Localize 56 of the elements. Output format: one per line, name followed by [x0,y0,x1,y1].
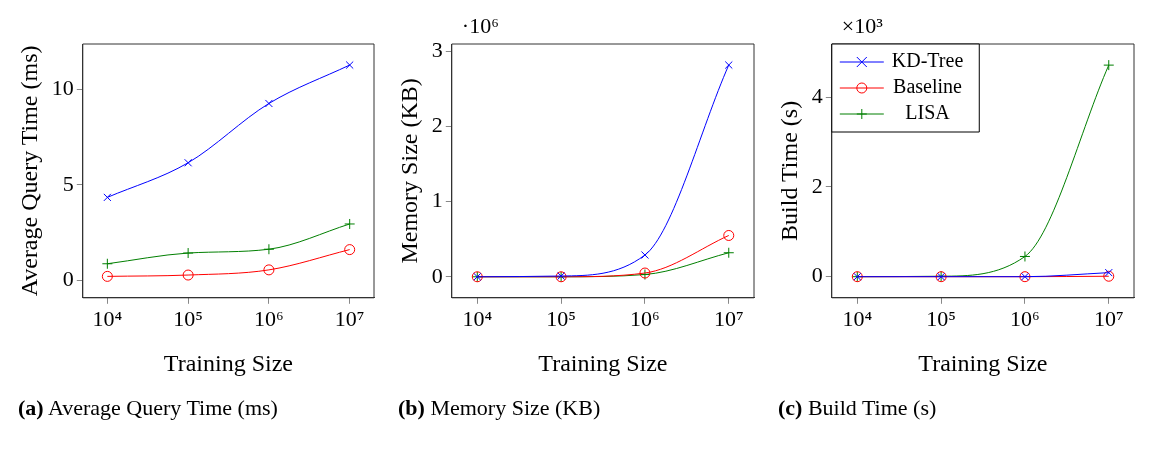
x-tick-label: 10⁷ [334,305,365,331]
y-axis-title: Build Time (s) [775,100,802,241]
x-tick-label: 10⁵ [546,305,576,331]
text: (a) Average Query Time (ms) [18,395,278,420]
point [182,269,194,281]
x-axis-title: Training Size [918,349,1048,376]
y-tick-label: 0 [811,262,823,288]
y-tick-label: 2 [811,172,823,198]
x-tick-label: 10⁴ [842,305,873,331]
x-tick-label: 10⁷ [1093,305,1124,331]
x-tick-label: 10⁴ [92,305,123,331]
text: (c) Build Time (s) [778,395,937,420]
x-tick-label: 10⁵ [173,305,203,331]
point [724,60,733,70]
point [1103,59,1115,71]
x-tick-label: 10⁶ [1010,305,1040,331]
text: ×10³ [841,12,884,38]
point [263,264,275,276]
point [1019,250,1031,262]
point [103,193,112,202]
point [101,270,113,282]
point [184,158,193,167]
y-tick-label: 0 [431,262,443,288]
point [1103,270,1115,282]
legend-label: KD-Tree [891,49,964,72]
x-axis-title: Training Size [538,349,668,376]
x-tick-label: 10⁵ [926,305,956,331]
x-axis-title: Training Size [163,349,293,376]
point [640,250,649,260]
x-tick-label: 10⁶ [254,305,284,331]
y-tick-label: 5 [62,170,74,196]
y-tick-label: 3 [431,37,443,63]
point [101,258,113,270]
y-tick-label: 2 [431,112,443,138]
point [344,244,356,256]
y-axis-title: Average Query Time (ms) [15,45,42,297]
point [263,243,275,255]
point [723,229,735,241]
text: (b) Memory Size (KB) [398,395,601,420]
y-axis-title: Memory Size (KB) [395,78,422,264]
point [182,247,194,259]
legend-label: LISA [905,101,951,124]
x-tick-label: 10⁷ [713,305,744,331]
text: ·10⁶ [461,12,499,38]
legend-label: Baseline [893,75,963,98]
point [723,247,735,259]
x-tick-label: 10⁶ [630,305,660,331]
point [345,61,354,70]
y-tick-label: 4 [811,82,823,108]
y-tick-label: 10 [51,75,74,101]
x-tick-label: 10⁴ [462,305,493,331]
y-tick-label: 1 [431,187,443,213]
y-tick-label: 0 [62,266,74,292]
point [264,99,273,108]
point [344,218,356,230]
point [1104,268,1113,277]
